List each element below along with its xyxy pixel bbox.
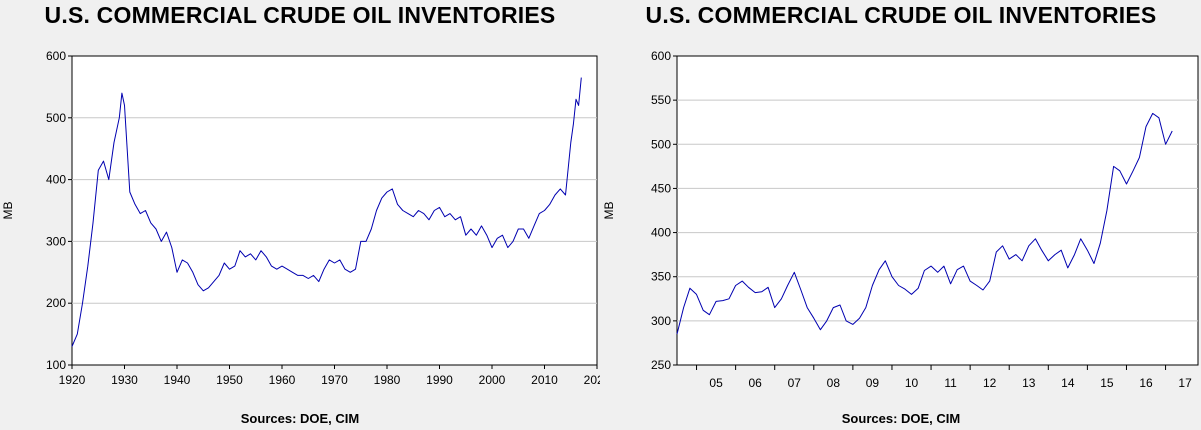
- x-tick-label: 1990: [426, 373, 453, 387]
- x-tick-label: 1960: [269, 373, 296, 387]
- x-tick-label: 2010: [531, 373, 558, 387]
- x-tick-label: 06: [748, 376, 762, 390]
- plot-area: [676, 55, 1199, 366]
- x-tick-label: 16: [1139, 376, 1153, 390]
- chart-panel-right: U.S. COMMERCIAL CRUDE OIL INVENTORIES 25…: [601, 0, 1201, 430]
- y-tick-label: 250: [651, 358, 671, 372]
- x-tick-label: 12: [983, 376, 997, 390]
- y-axis-title: MB: [1, 202, 15, 220]
- x-tick-label: 08: [827, 376, 841, 390]
- x-tick-label: 1920: [59, 373, 86, 387]
- y-tick-label: 100: [46, 358, 66, 372]
- series-line: [676, 112, 1173, 335]
- y-axis-title: MB: [602, 202, 616, 220]
- x-tick-label: 1970: [321, 373, 348, 387]
- chart-plot-right: 250 300 350 400 450 500 550 600 05 06 07 08 09 10 11 12…: [602, 49, 1199, 390]
- y-tick-label: 600: [46, 49, 66, 63]
- chart-title: U.S. COMMERCIAL CRUDE OIL INVENTORIES: [44, 2, 556, 28]
- x-tick-label: 07: [788, 376, 802, 390]
- chart-source: Sources: DOE, CIM: [240, 411, 360, 426]
- y-tick-label: 300: [651, 314, 671, 328]
- y-tick-label: 600: [651, 49, 671, 63]
- x-tick-label: 05: [709, 376, 723, 390]
- x-tick-label: 15: [1100, 376, 1114, 390]
- x-tick-label: 11: [944, 376, 957, 390]
- plot-area: [71, 55, 598, 366]
- x-tick-label: 09: [866, 376, 880, 390]
- x-tick-label: 17: [1178, 376, 1192, 390]
- x-tick-label: 1950: [216, 373, 243, 387]
- chart-source: Sources: DOE, CIM: [841, 411, 961, 426]
- y-tick-label: 400: [46, 173, 66, 187]
- y-tick-label: 500: [46, 111, 66, 125]
- chart-panel-left: U.S. COMMERCIAL CRUDE OIL INVENTORIES 10…: [0, 0, 600, 430]
- y-tick-label: 500: [651, 137, 671, 151]
- y-tick-label: 350: [651, 270, 671, 284]
- y-tick-label: 400: [651, 226, 671, 240]
- chart-plot-left: 100 200 300 400 500 600 1920 1930 1940 1950 1960 19…: [1, 49, 600, 387]
- y-tick-label: 300: [46, 234, 66, 248]
- x-tick-label: 2020: [584, 373, 600, 387]
- y-tick-label: 200: [46, 296, 66, 310]
- x-tick-label: 1980: [374, 373, 401, 387]
- y-tick-label: 550: [651, 93, 671, 107]
- x-tick-label: 10: [905, 376, 919, 390]
- x-tick-label: 2000: [479, 373, 506, 387]
- y-tick-label: 450: [651, 181, 671, 195]
- x-tick-label: 1940: [164, 373, 191, 387]
- x-tick-label: 14: [1061, 376, 1075, 390]
- series-line: [71, 77, 582, 347]
- x-tick-label: 13: [1022, 376, 1036, 390]
- x-tick-label: 1930: [111, 373, 138, 387]
- chart-title: U.S. COMMERCIAL CRUDE OIL INVENTORIES: [645, 2, 1157, 28]
